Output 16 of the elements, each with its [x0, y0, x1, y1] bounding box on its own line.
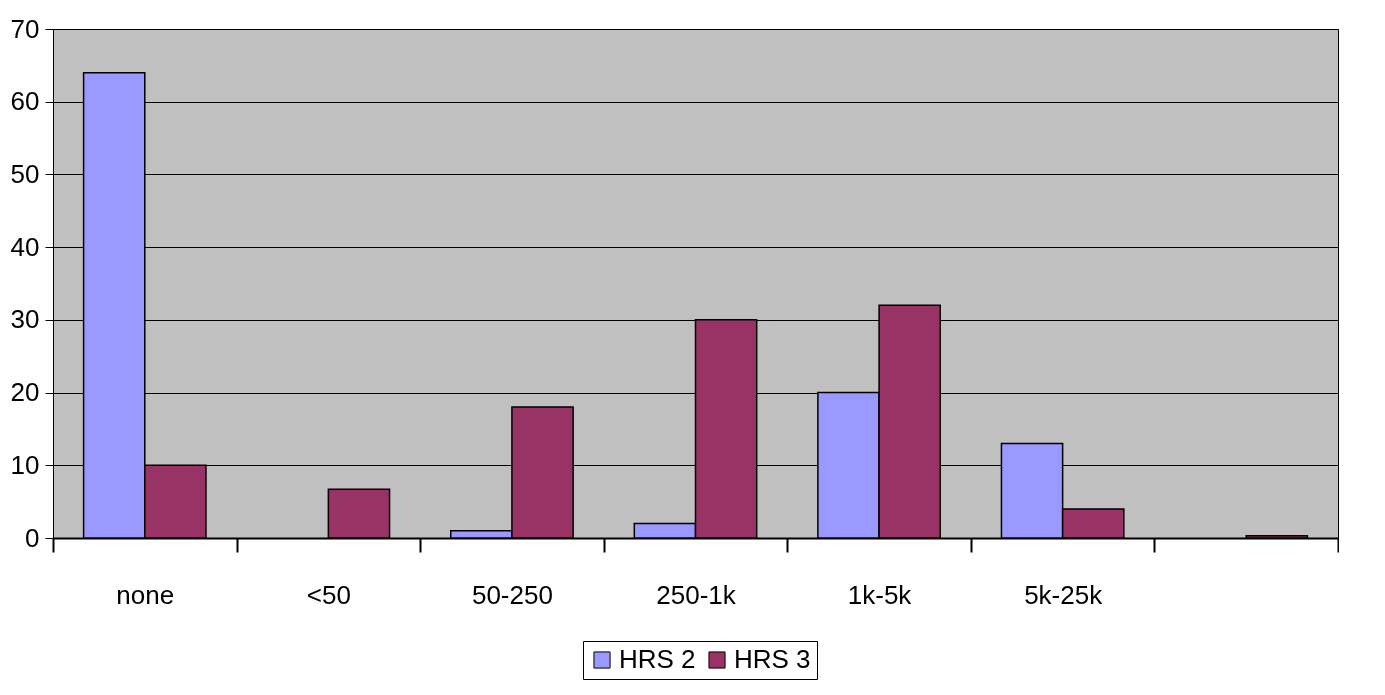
x-tick-label: none: [116, 579, 175, 610]
legend-label: HRS 2: [619, 644, 696, 674]
y-tick-label: 10: [10, 449, 40, 480]
x-tick-label: 1k-5k: [847, 579, 913, 610]
x-tick-label: 50-250: [471, 579, 553, 610]
y-tick-label: 70: [10, 13, 40, 44]
legend-label: HRS 3: [734, 644, 811, 674]
x-tick-label: 250-1k: [656, 579, 737, 610]
y-tick-label: 20: [10, 377, 40, 408]
y-tick-label: 40: [10, 231, 40, 262]
y-tick-label: 0: [25, 522, 40, 553]
y-tick-label: 50: [10, 158, 40, 189]
y-tick-label: 30: [10, 304, 40, 335]
y-tick-label: 60: [10, 86, 40, 117]
x-tick-label: <50: [306, 579, 351, 610]
x-tick-label: 5k-25k: [1024, 579, 1104, 610]
